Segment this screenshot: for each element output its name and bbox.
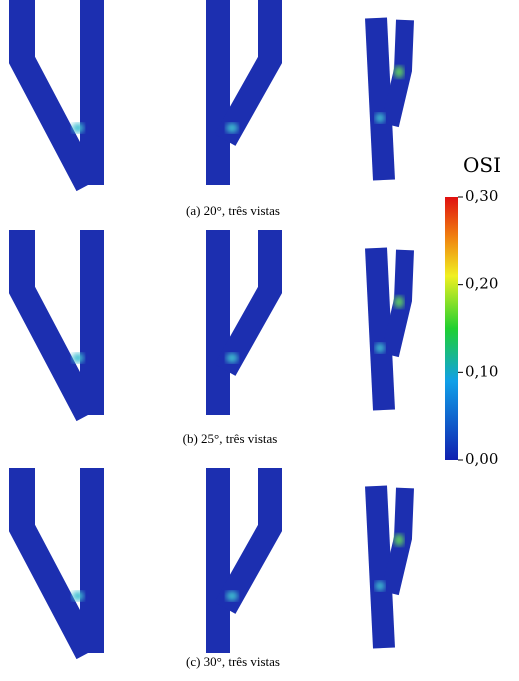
- colorbar-tick-label: 0,30: [465, 187, 498, 205]
- row-a-views: [22, 0, 405, 185]
- caption: (b) 25°, três vistas: [183, 431, 278, 446]
- caption: (c) 30°, três vistas: [186, 654, 280, 669]
- caption: (a) 20°, três vistas: [186, 203, 280, 218]
- colorbar-title: OSI: [463, 153, 501, 177]
- colorbar: [445, 197, 458, 460]
- figure: (a) 20°, três vistas (b) 25°, três vista…: [0, 0, 519, 681]
- colorbar-tick-label: 0,10: [465, 362, 498, 380]
- row-b-views: [22, 230, 405, 415]
- colorbar-tick-label: 0,20: [465, 275, 498, 293]
- colorbar-tick-label: 0,00: [465, 450, 498, 468]
- row-c-views: [22, 468, 405, 653]
